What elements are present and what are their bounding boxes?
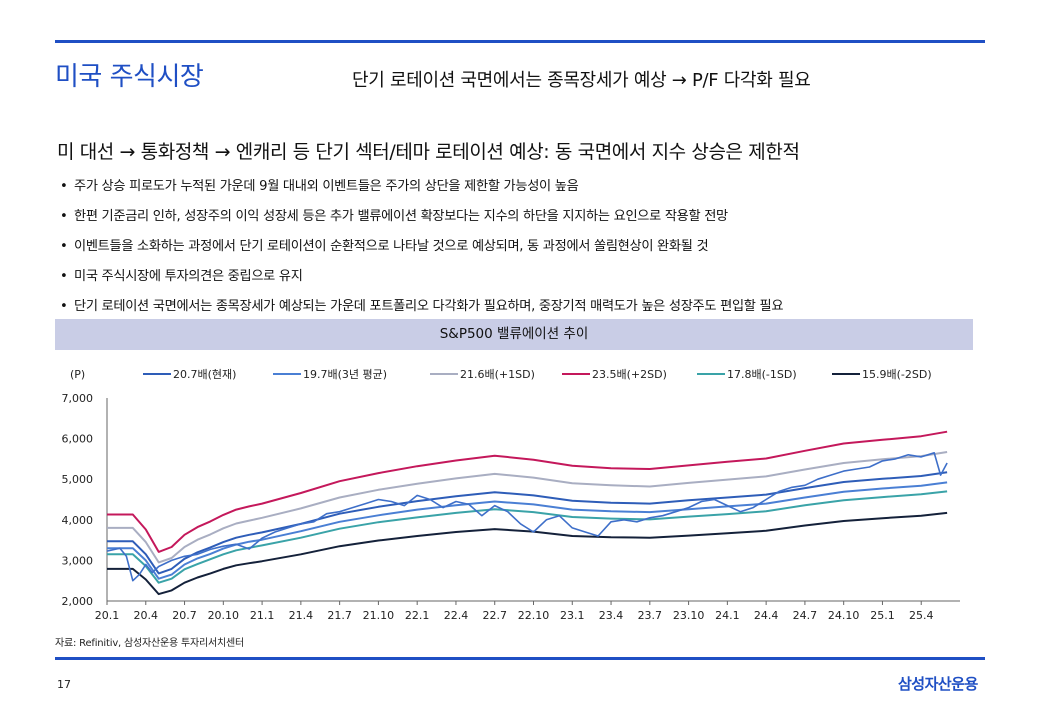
x-tick-label: 21.4: [289, 609, 314, 622]
x-tick-label: 23.1: [560, 609, 585, 622]
series-line: [107, 481, 948, 580]
y-tick-label: 5,000: [62, 473, 94, 486]
series-line: [107, 471, 948, 575]
bottom-rule: [55, 657, 985, 660]
valuation-chart: (P) 20.7배(현재) 19.7배(3년 평균) 21.6배(+1SD) 23.5배…: [62, 368, 960, 622]
slide-subtitle: 미 대선 → 통화정책 → 엔캐리 등 단기 섹터/테마 로테이션 예상: 동 …: [57, 141, 800, 163]
x-tick-label: 20.4: [134, 609, 159, 622]
headline: 단기 로테이션 국면에서는 종목장세가 예상 → P/F 다각화 필요: [352, 70, 811, 91]
index-line: [106, 452, 948, 582]
x-tick-label: 25.1: [870, 609, 895, 622]
bullet-list: 주가 상승 피로도가 누적된 가운데 9월 대내외 이벤트들은 주가의 상단을 …: [60, 177, 783, 327]
series-line: [107, 451, 948, 564]
x-tick-label: 21.10: [363, 609, 395, 622]
legend-label: 21.6배(+1SD): [460, 368, 535, 381]
bullet-item: 미국 주식시장에 투자의견은 중립으로 유지: [60, 267, 783, 297]
legend-label: 15.9배(-2SD): [862, 368, 932, 381]
y-tick-label: 3,000: [62, 554, 94, 567]
bullet-item: 주가 상승 피로도가 누적된 가운데 9월 대내외 이벤트들은 주가의 상단을 …: [60, 177, 783, 207]
series-line: [107, 430, 948, 553]
legend-label: 19.7배(3년 평균): [303, 368, 387, 381]
page-number: 17: [57, 678, 71, 691]
x-tick-label: 20.1: [95, 609, 120, 622]
x-tick-label: 23.10: [673, 609, 705, 622]
x-tick-label: 24.1: [715, 609, 740, 622]
y-tick-label: 7,000: [62, 392, 94, 405]
x-tick-label: 22.7: [482, 609, 507, 622]
x-tick-label: 24.4: [754, 609, 779, 622]
x-tick-label: 21.1: [250, 609, 275, 622]
x-tick-label: 20.7: [172, 609, 197, 622]
x-tick-label: 22.1: [405, 609, 430, 622]
y-tick-label: 6,000: [62, 433, 94, 446]
bullet-item: 한편 기준금리 인하, 성장주의 이익 성장세 등은 추가 밸류에이션 확장보다…: [60, 207, 783, 237]
bullet-item: 이벤트들을 소화하는 과정에서 단기 로테이션이 순환적으로 나타날 것으로 예…: [60, 237, 783, 267]
x-tick-label: 23.4: [599, 609, 624, 622]
bullet-item: 단기 로테이션 국면에서는 종목장세가 예상되는 가운데 포트폴리오 다각화가 …: [60, 297, 783, 327]
chart-title: S&P500 밸류에이션 추이: [55, 319, 973, 350]
series-line: [107, 490, 948, 584]
source-note: 자료: Refinitiv, 삼성자산운용 투자리서치센터: [55, 638, 244, 649]
x-tick-label: 24.7: [793, 609, 818, 622]
x-tick-label: 24.10: [828, 609, 860, 622]
x-tick-label: 22.10: [518, 609, 550, 622]
brand-logo: 삼성자산운용: [898, 675, 978, 693]
legend-label: 20.7배(현재): [173, 368, 236, 381]
top-rule: [55, 40, 985, 43]
series-line: [107, 511, 948, 596]
x-tick-label: 25.4: [909, 609, 934, 622]
x-tick-label: 21.7: [327, 609, 352, 622]
y-tick-label: 2,000: [62, 595, 94, 608]
x-tick-label: 22.4: [444, 609, 469, 622]
x-tick-label: 20.10: [208, 609, 240, 622]
y-tick-label: 4,000: [62, 514, 94, 527]
legend-label: 23.5배(+2SD): [592, 368, 667, 381]
y-unit-label: (P): [70, 368, 85, 381]
section-title: 미국 주식시장: [55, 62, 204, 92]
x-tick-label: 23.7: [638, 609, 663, 622]
legend-label: 17.8배(-1SD): [727, 368, 797, 381]
